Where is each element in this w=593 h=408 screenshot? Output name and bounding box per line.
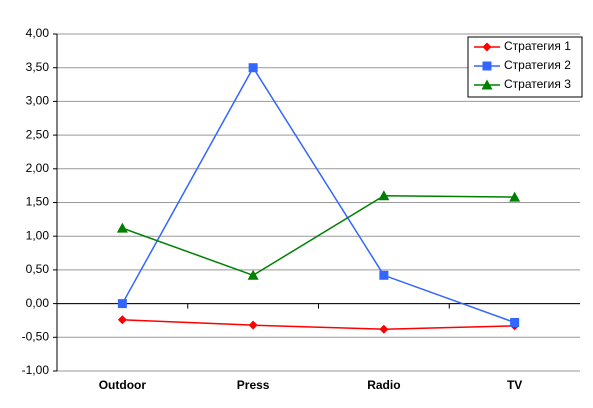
y-tick-label: 3,00 xyxy=(26,94,50,108)
y-tick-label: 4,00 xyxy=(26,26,50,40)
marker xyxy=(378,190,390,201)
marker xyxy=(510,317,520,327)
y-tick-label: 3,50 xyxy=(26,60,50,74)
marker xyxy=(509,191,521,202)
marker xyxy=(379,324,389,334)
legend-label: Стратегия 3 xyxy=(504,77,571,91)
y-tick-label: 0,50 xyxy=(26,262,50,276)
x-tick-label: Outdoor xyxy=(99,378,147,392)
y-tick-label: 2,50 xyxy=(26,127,50,141)
y-tick-label: -0,50 xyxy=(22,329,50,343)
marker xyxy=(248,63,258,73)
marker xyxy=(116,222,128,233)
y-tick-label: 1,50 xyxy=(26,195,50,209)
marker xyxy=(379,270,389,280)
marker xyxy=(482,42,492,52)
marker xyxy=(248,320,258,330)
x-tick-label: Radio xyxy=(367,378,400,392)
marker xyxy=(247,269,259,280)
x-tick-label: Press xyxy=(237,378,270,392)
marker xyxy=(481,79,493,90)
legend-label: Стратегия 1 xyxy=(504,39,571,53)
y-tick-label: 0,00 xyxy=(26,296,50,310)
series-line xyxy=(122,319,515,330)
y-tick-label: 2,00 xyxy=(26,161,50,175)
marker xyxy=(482,61,492,71)
legend-label: Стратегия 2 xyxy=(504,58,571,72)
y-tick-label: -1,00 xyxy=(22,363,50,377)
y-tick-label: 1,00 xyxy=(26,228,50,242)
marker xyxy=(117,315,127,325)
series-line xyxy=(121,66,515,324)
marker xyxy=(117,299,127,309)
x-tick-label: TV xyxy=(507,378,522,392)
series-line xyxy=(122,195,515,277)
